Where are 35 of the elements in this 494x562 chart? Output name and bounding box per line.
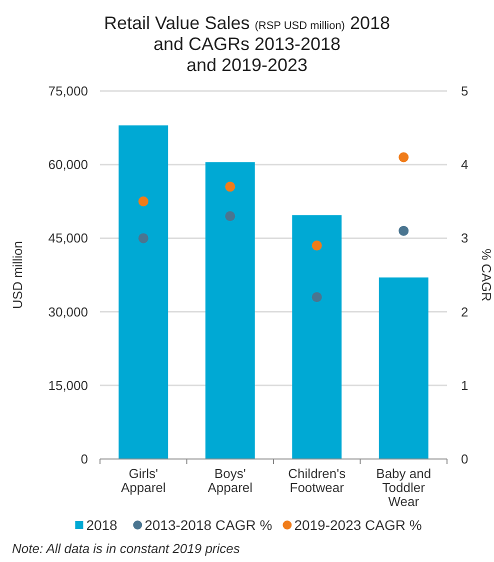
point (225, 211, 236, 222)
legend-label: 2019-2023 CAGR % (294, 517, 422, 533)
point (312, 292, 322, 302)
y-tick-label: 30,000 (48, 304, 88, 320)
y-axis-title: USD million (10, 241, 25, 309)
point (138, 233, 148, 244)
chart-title: Retail Value Sales (RSP USD million) 2018 and CAGRs 2013-2018 and 2019-2023 (104, 13, 390, 75)
point (225, 182, 236, 192)
x-tick-label: Baby and Toddler Wear (376, 466, 432, 509)
y2-axis-title: % CAGR (479, 248, 494, 302)
x-tick-label: Children's Footwear (288, 466, 346, 495)
y2-tick-label: 4 (461, 157, 468, 172)
y-tick-label: 45,000 (48, 230, 88, 246)
x-tick-label: Girls' Apparel (120, 466, 166, 495)
point (398, 152, 409, 162)
bar (292, 215, 342, 459)
y-tick-label: 75,000 (48, 84, 88, 98)
y-tick-label: 15,000 (48, 378, 88, 393)
y-tick-label: 60,000 (48, 157, 88, 172)
y-tick-label: 0 (80, 452, 88, 466)
point (138, 196, 148, 206)
y2-tick-label: 5 (461, 84, 468, 98)
bar (205, 162, 255, 459)
point (312, 240, 322, 251)
bar (118, 125, 168, 459)
y2-tick-label: 3 (461, 230, 468, 246)
x-tick-label: Boys' Apparel (208, 466, 253, 495)
legend-label: 2018 (86, 517, 118, 533)
point (398, 226, 409, 236)
legend-label: 2013-2018 CAGR % (144, 517, 272, 533)
y2-tick-label: 0 (461, 452, 468, 466)
text: Note: All data is in constant 2019 prices (12, 541, 240, 556)
y2-tick-label: 1 (461, 378, 468, 393)
y2-tick-label: 2 (461, 304, 468, 320)
bar (378, 277, 428, 459)
